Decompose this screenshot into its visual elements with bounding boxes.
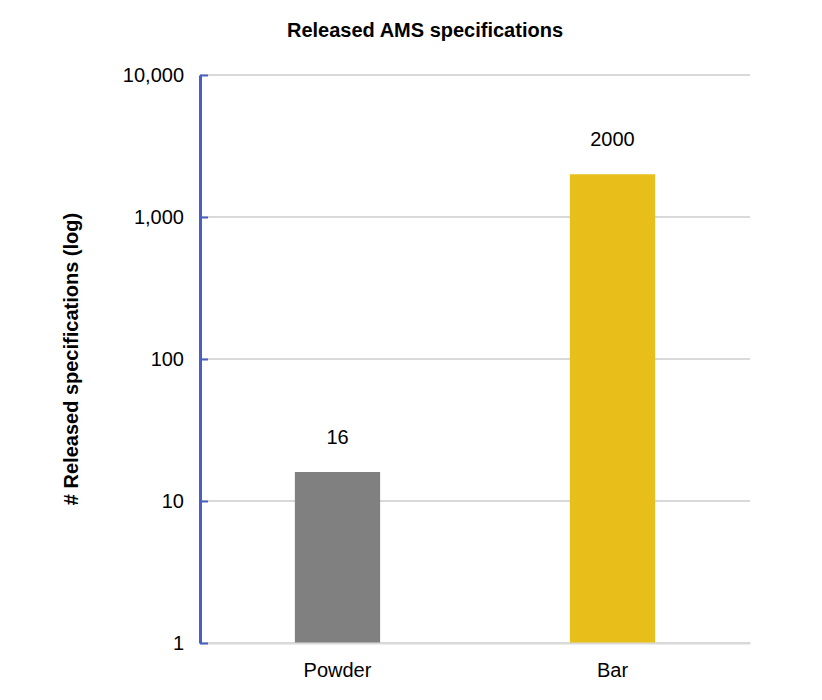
- grid-line: [200, 216, 750, 218]
- y-tick-mark: [200, 501, 208, 503]
- y-tick-label: 10,000: [123, 64, 184, 86]
- grid-line: [200, 358, 750, 360]
- grid: [200, 75, 750, 643]
- chart-container: 16 2000 Powder Bar 1 10 100 1,000 10,000 Released…: [0, 0, 822, 700]
- y-axis: 1 10 100 1,000 10,000: [123, 64, 208, 654]
- data-label: 16: [326, 426, 348, 448]
- y-tick-mark: [200, 217, 208, 219]
- bar: [570, 174, 655, 643]
- y-tick-label: 1,000: [134, 206, 184, 228]
- x-tick: Bar: [597, 643, 628, 681]
- grid-line: [200, 500, 750, 502]
- grid-line: [200, 74, 750, 76]
- y-tick-label: 10: [162, 490, 184, 512]
- y-tick: 10,000: [123, 64, 208, 86]
- x-tick-label: Bar: [597, 659, 628, 681]
- x-tick: Powder: [304, 643, 372, 681]
- chart-title: Released AMS specifications: [287, 19, 563, 41]
- grid-line: [200, 642, 750, 644]
- chart-svg: 16 2000 Powder Bar 1 10 100 1,000 10,000 Released…: [0, 0, 822, 700]
- x-axis: Powder Bar: [201, 643, 751, 681]
- y-tick-mark: [200, 359, 208, 361]
- data-labels: 16 2000: [326, 128, 634, 448]
- y-tick-label: 1: [173, 632, 184, 654]
- bar: [295, 472, 380, 643]
- y-tick: 1,000: [134, 206, 208, 228]
- y-tick-label: 100: [151, 348, 184, 370]
- y-tick: 1: [173, 632, 208, 654]
- y-axis-title: # Released specifications (log): [60, 213, 82, 505]
- y-tick-mark: [200, 75, 208, 77]
- y-tick: 100: [151, 348, 208, 370]
- bars: [295, 174, 655, 643]
- x-axis-line: [201, 643, 751, 645]
- y-tick: 10: [162, 490, 208, 512]
- x-tick-label: Powder: [304, 659, 372, 681]
- data-label: 2000: [590, 128, 635, 150]
- y-tick-mark: [200, 643, 208, 645]
